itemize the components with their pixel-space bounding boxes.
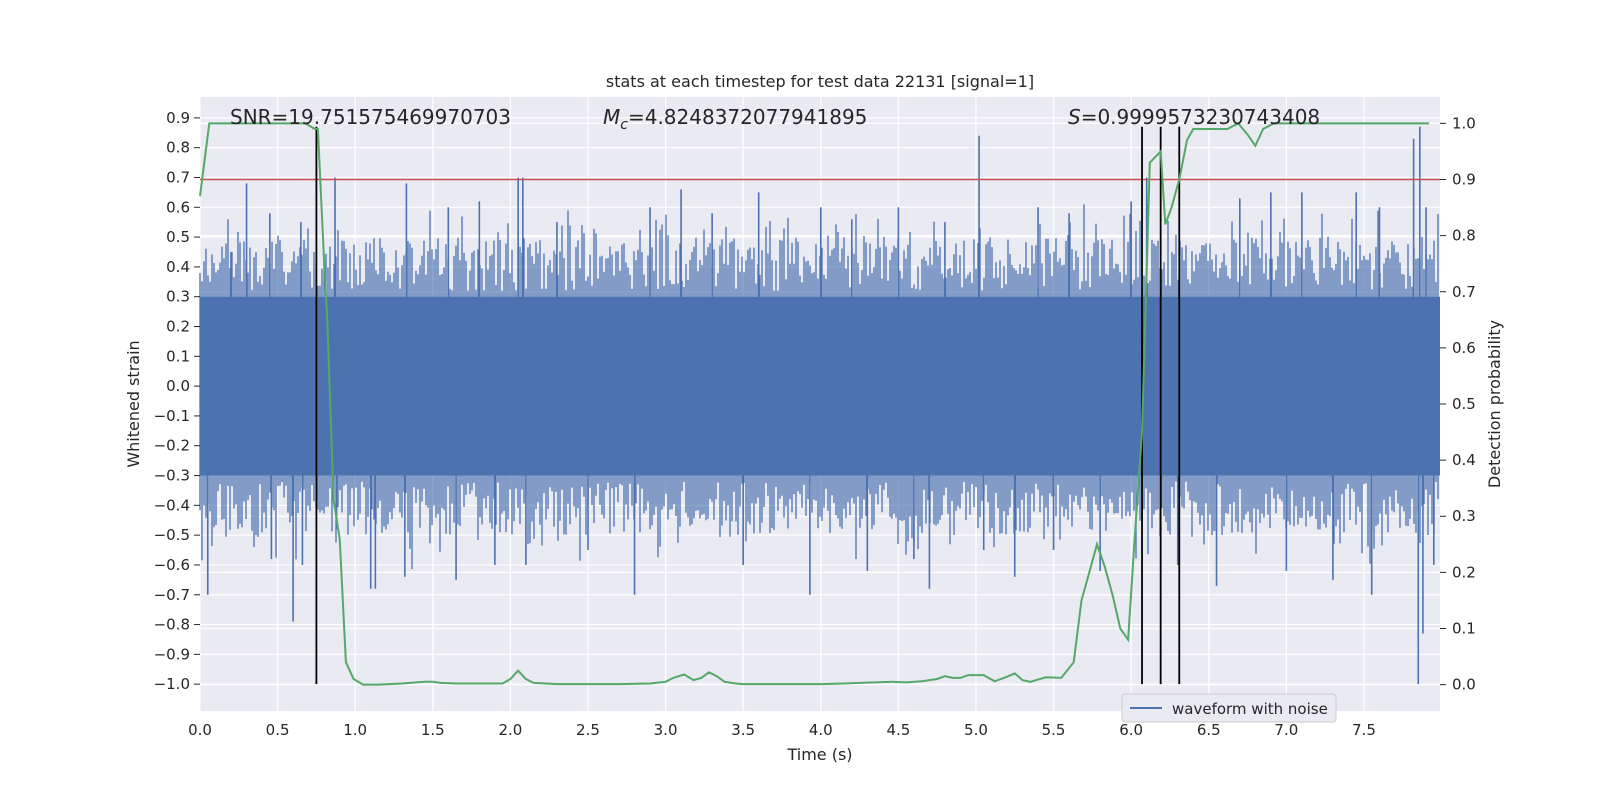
mc-symbol: M	[603, 105, 620, 129]
y-right-tick-label: 0.0	[1452, 676, 1476, 694]
y-left-tick-label: −0.5	[154, 526, 190, 544]
y-left-tick-label: 0.5	[166, 228, 190, 246]
y-left-tick-label: −0.2	[154, 437, 190, 455]
x-tick-label: 2.5	[576, 721, 600, 739]
y-left-tick-label: 0.2	[166, 318, 190, 336]
legend: waveform with noise	[1121, 693, 1337, 723]
x-tick-label: 7.0	[1274, 721, 1298, 739]
x-tick-label: 3.0	[654, 721, 678, 739]
y-right-tick-label: 0.5	[1452, 395, 1476, 413]
y-left-axis-label: Whitened strain	[124, 340, 143, 467]
y-left-tick-label: 0.7	[166, 168, 190, 186]
y-right-tick-label: 0.6	[1452, 339, 1476, 357]
y-right-axis-label: Detection probability	[1485, 320, 1504, 488]
y-right-tick-label: 0.2	[1452, 563, 1476, 581]
y-left-tick-label: −0.8	[154, 616, 190, 634]
legend-label: waveform with noise	[1172, 700, 1328, 718]
x-tick-label: 2.0	[498, 721, 522, 739]
y-left-tick-label: 0.8	[166, 139, 190, 157]
y-left-tick-label: 0.3	[166, 288, 190, 306]
waveform-series	[199, 126, 1440, 685]
x-tick-label: 0.5	[266, 721, 290, 739]
y-right-tick-label: 1.0	[1452, 114, 1476, 132]
x-tick-label: 1.0	[343, 721, 367, 739]
y-left-tick-label: −0.9	[154, 645, 190, 663]
y-right-tick-label: 0.4	[1452, 451, 1476, 469]
y-left-tick-label: −0.1	[154, 407, 190, 425]
y-left-tick-label: −1.0	[154, 675, 190, 693]
s-value: =0.9999573230743408	[1081, 105, 1320, 129]
s-symbol: S	[1068, 105, 1081, 129]
x-tick-label: 7.5	[1352, 721, 1376, 739]
x-tick-label: 0.0	[188, 721, 212, 739]
mc-value: =4.8248372077941895	[628, 105, 867, 129]
x-tick-label: 6.5	[1197, 721, 1221, 739]
x-tick-label: 5.5	[1042, 721, 1066, 739]
x-tick-labels: 0.0 0.5 1.0 1.5 2.0 2.5 3.0 3.5 4.0 4.5 5.0 5.5 6.0 6…	[188, 721, 1376, 739]
probability-series	[199, 122, 1430, 686]
y-right-tick-labels: 1.0 0.9 0.8 0.7 0.6 0.5 0.4 0.3 0.2 0.1 0.0	[1440, 114, 1476, 694]
y-right-tick-label: 0.3	[1452, 507, 1476, 525]
y-left-tick-label: −0.3	[154, 467, 190, 485]
s-annotation: S=0.9999573230743408	[1068, 105, 1320, 129]
snr-annotation: SNR=19.751575469970703	[230, 105, 511, 129]
y-left-tick-label: −0.4	[154, 496, 190, 514]
y-right-tick-label: 0.1	[1452, 619, 1476, 637]
y-left-tick-label: 0.6	[166, 198, 190, 216]
y-left-tick-label: 0.9	[166, 109, 190, 127]
x-tick-label: 4.0	[809, 721, 833, 739]
vertical-markers	[315, 126, 1181, 685]
y-left-tick-label: 0.4	[166, 258, 190, 276]
y-left-tick-label: −0.6	[154, 556, 190, 574]
mc-annotation: Mc=4.8248372077941895	[603, 105, 867, 133]
x-tick-label: 4.5	[886, 721, 910, 739]
y-left-tick-labels: 0.9 0.8 0.7 0.6 0.5 0.4 0.3 0.2 0.1 0.0 −0.1 −0.2 −0…	[154, 109, 200, 693]
y-left-tick-label: 0.1	[166, 347, 190, 365]
y-right-tick-label: 0.7	[1452, 283, 1476, 301]
y-left-tick-label: 0.0	[166, 377, 190, 395]
x-tick-label: 3.5	[731, 721, 755, 739]
x-tick-label: 1.5	[421, 721, 445, 739]
x-axis-label: Time (s)	[786, 745, 852, 764]
chart-title: stats at each timestep for test data 221…	[606, 72, 1034, 91]
x-tick-label: 5.0	[964, 721, 988, 739]
x-tick-label: 6.0	[1119, 721, 1143, 739]
y-left-tick-label: −0.7	[154, 586, 190, 604]
legend-box	[1121, 693, 1337, 723]
y-right-tick-label: 0.9	[1452, 171, 1476, 189]
mc-subscript: c	[620, 117, 628, 133]
y-right-tick-label: 0.8	[1452, 227, 1476, 245]
